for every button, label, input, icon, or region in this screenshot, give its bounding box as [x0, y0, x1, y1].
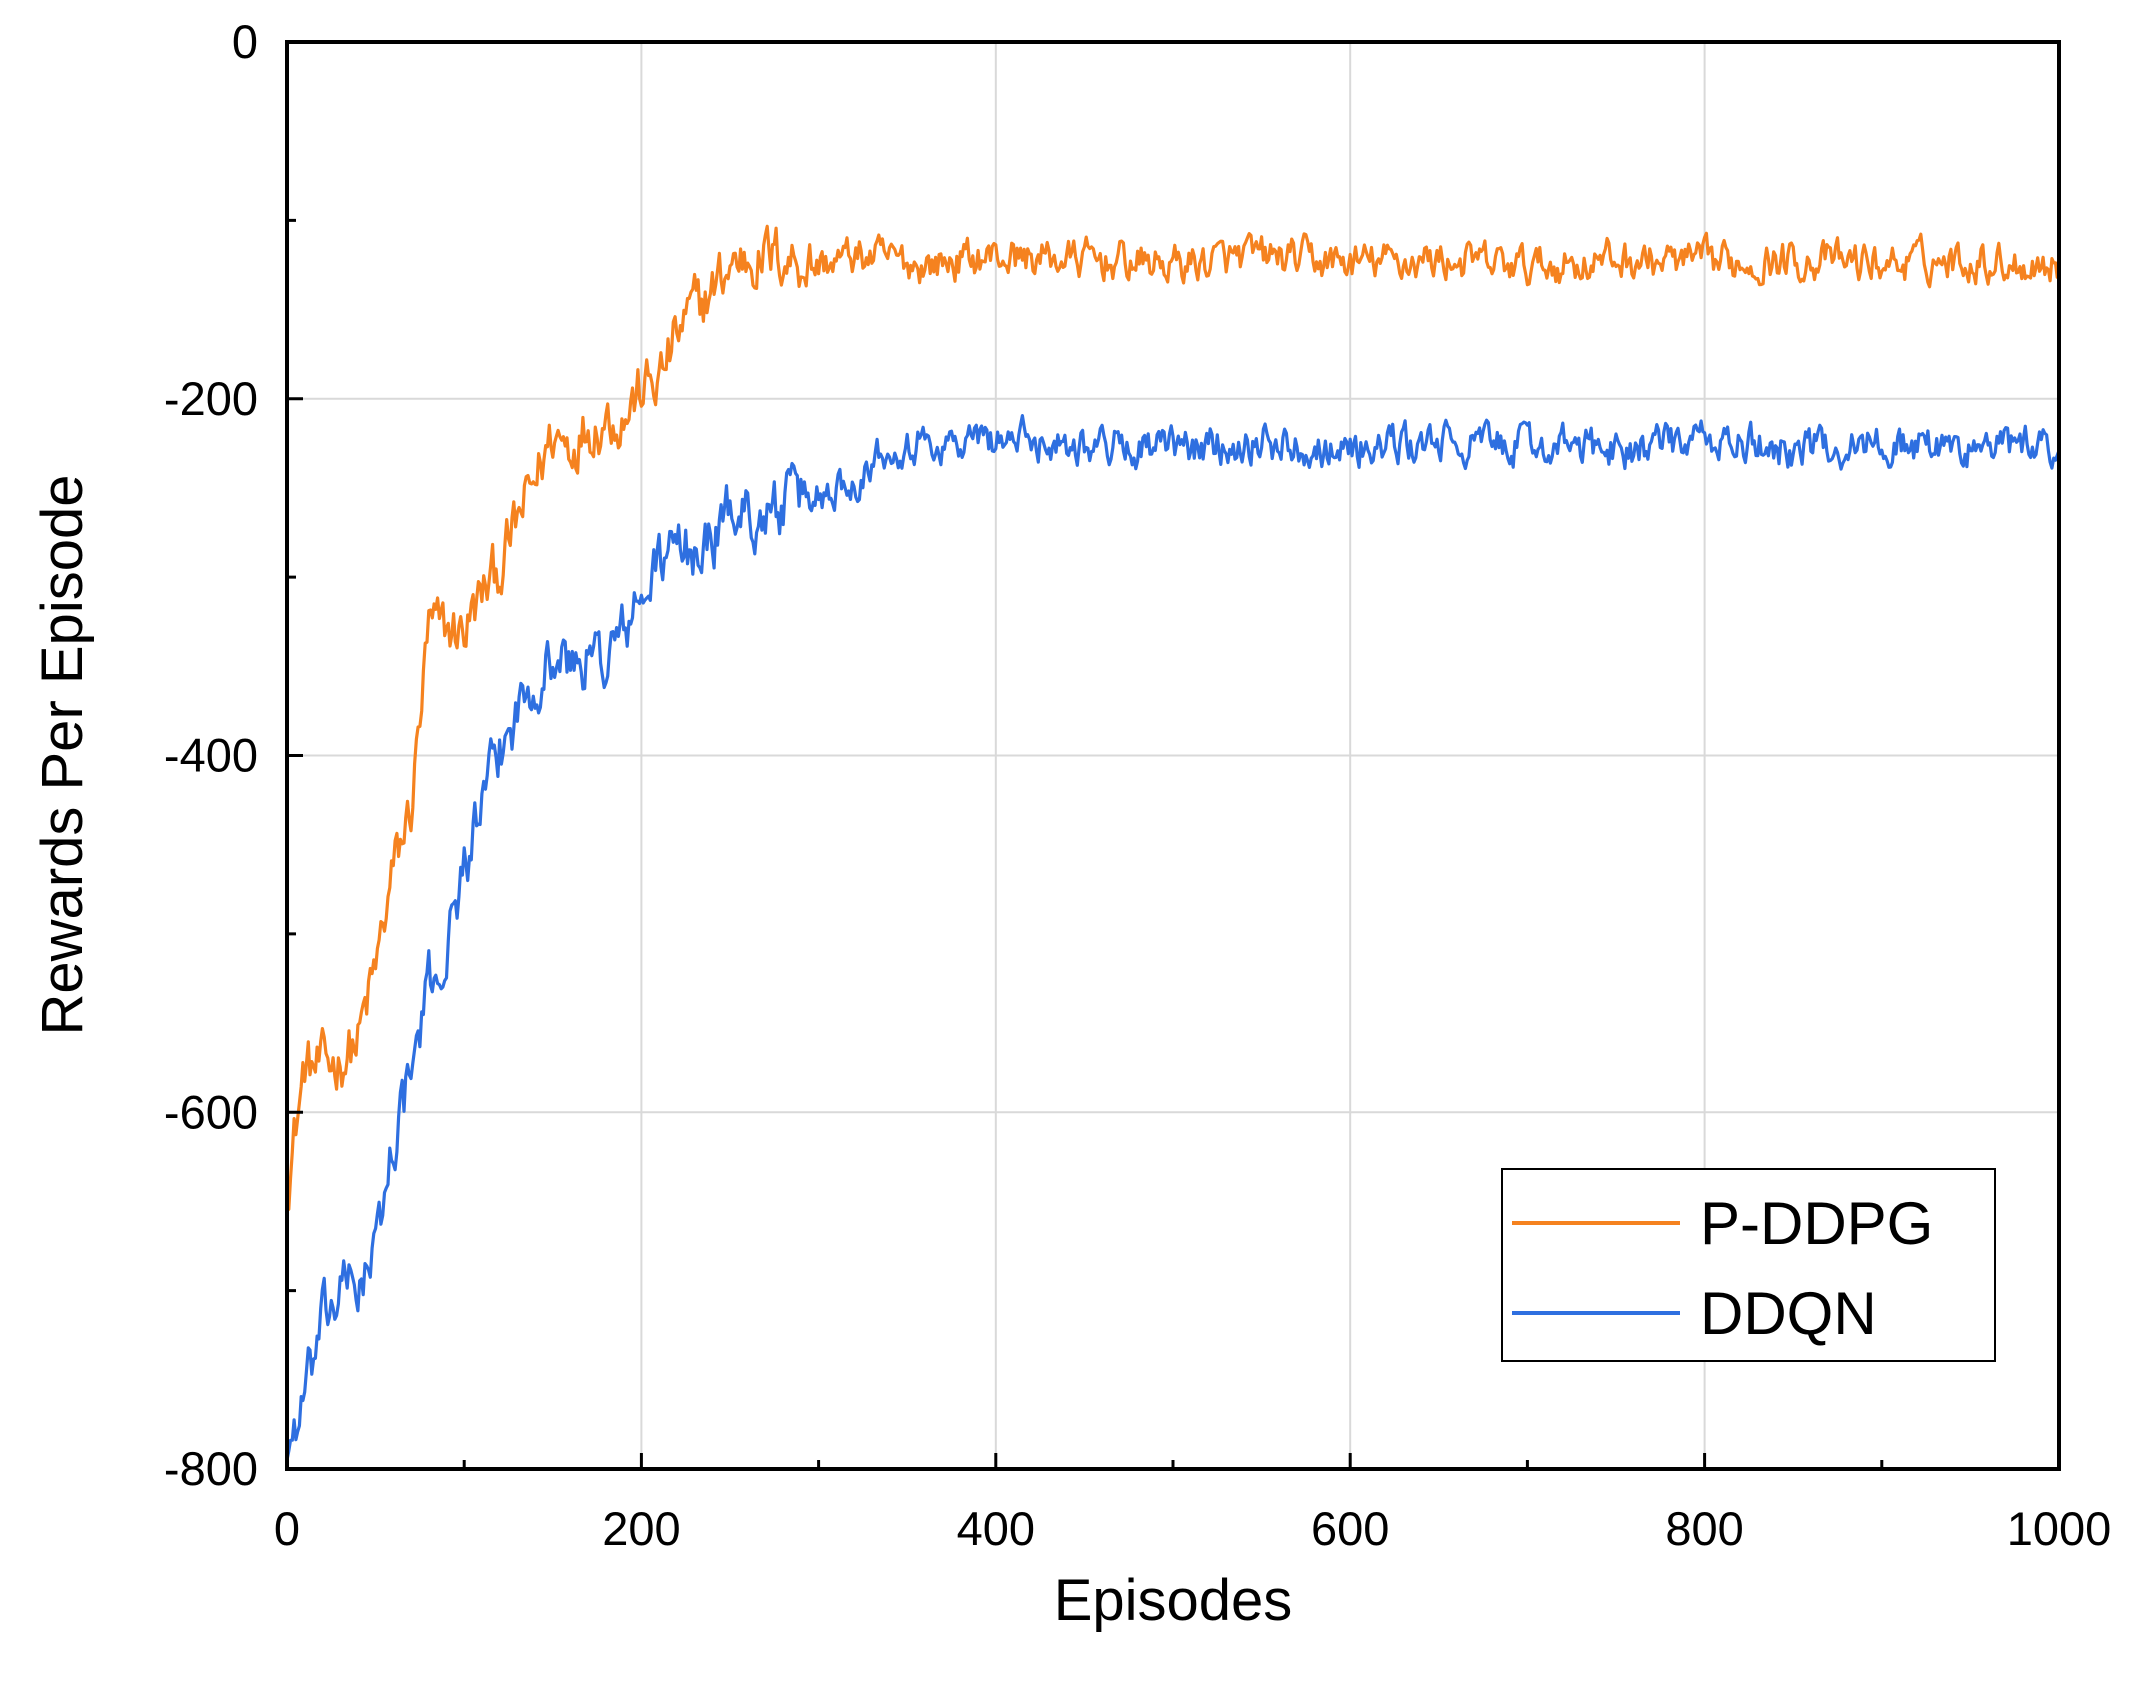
legend: P-DDPG DDQN [1501, 1168, 1996, 1362]
series-line-ddqn [285, 414, 2061, 1461]
series-line-p-ddpg [285, 224, 2061, 1211]
y-tick-label: -800 [164, 1442, 258, 1495]
x-tick-label: 600 [1311, 1502, 1389, 1555]
legend-box [1501, 1168, 1996, 1362]
tick-labels: 0 200 400 600 800 1000 0 -200 -400 -600 -800 [164, 15, 2111, 1555]
x-tick-label: 800 [1665, 1502, 1743, 1555]
y-tick-label: -200 [164, 372, 258, 425]
y-tick-label: -400 [164, 729, 258, 782]
x-axis-title: Episodes [1054, 1568, 1293, 1633]
x-tick-label: 0 [274, 1502, 300, 1555]
x-tick-label: 400 [957, 1502, 1035, 1555]
y-tick-label: -600 [164, 1085, 258, 1138]
x-tick-label: 200 [602, 1502, 680, 1555]
axis-ticks [285, 40, 2061, 1471]
legend-label-p-ddpg: P-DDPG [1700, 1190, 1933, 1257]
legend-label-ddqn: DDQN [1700, 1280, 1877, 1347]
y-axis-title: Rewards Per Episode [30, 475, 95, 1036]
x-tick-label: 1000 [2007, 1502, 2112, 1555]
series-layer [285, 224, 2061, 1461]
y-tick-label: 0 [232, 15, 258, 68]
